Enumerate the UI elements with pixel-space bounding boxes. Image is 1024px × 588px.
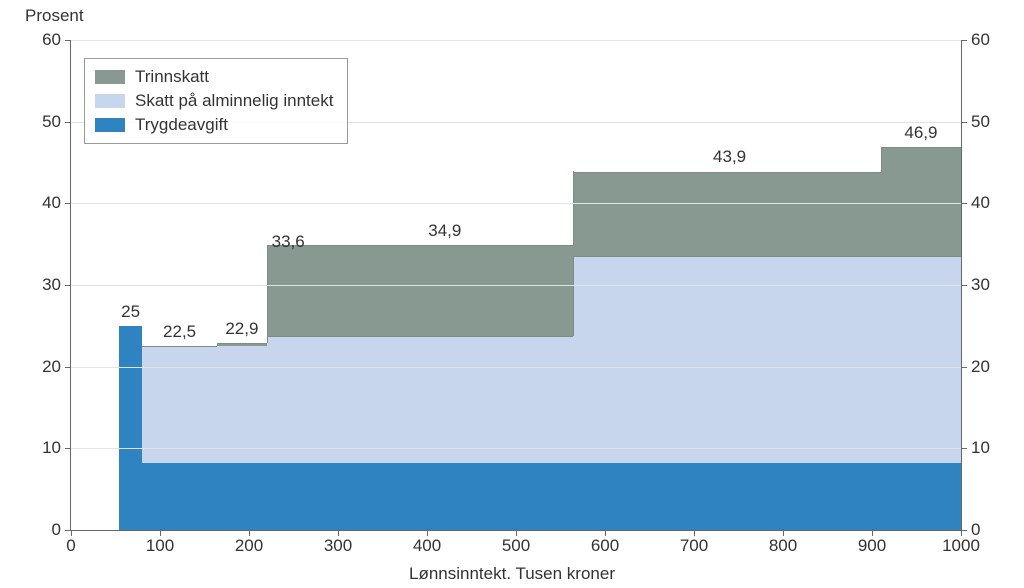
y-tick-label: 60 xyxy=(42,30,71,50)
x-tick-label: 200 xyxy=(235,530,263,556)
x-tick-label: 900 xyxy=(858,530,886,556)
x-tick-label: 800 xyxy=(769,530,797,556)
legend-swatch xyxy=(95,94,125,108)
value-label: 22,5 xyxy=(163,322,196,346)
legend-label: Trinnskatt xyxy=(135,65,209,89)
y-axis-title: Prosent xyxy=(25,6,84,26)
value-label: 46,9 xyxy=(904,123,937,147)
value-label: 34,9 xyxy=(428,221,461,245)
x-tick-label: 1000 xyxy=(942,530,980,556)
y-tick-label: 40 xyxy=(961,193,990,213)
legend-item-trygdeavgift: Trygdeavgift xyxy=(95,113,333,137)
y-tick-label: 10 xyxy=(961,438,990,458)
legend-label: Skatt på alminnelig inntekt xyxy=(135,89,333,113)
x-tick-label: 100 xyxy=(146,530,174,556)
y-tick-label: 50 xyxy=(42,112,71,132)
x-tick-label: 0 xyxy=(66,530,75,556)
y-tick-label: 30 xyxy=(961,275,990,295)
x-tick-label: 700 xyxy=(680,530,708,556)
y-tick-label: 60 xyxy=(961,30,990,50)
y-tick-label: 20 xyxy=(961,357,990,377)
y-tick-label: 30 xyxy=(42,275,71,295)
x-tick-label: 300 xyxy=(324,530,352,556)
x-tick-label: 500 xyxy=(502,530,530,556)
legend-item-trinnskatt: Trinnskatt xyxy=(95,65,333,89)
legend-swatch xyxy=(95,70,125,84)
y-tick-label: 40 xyxy=(42,193,71,213)
x-tick-label: 600 xyxy=(591,530,619,556)
y-tick-label: 50 xyxy=(961,112,990,132)
x-tick-label: 400 xyxy=(413,530,441,556)
y-tick-label: 10 xyxy=(42,438,71,458)
value-label: 22,9 xyxy=(225,319,258,343)
value-label: 33,6 xyxy=(272,232,305,256)
legend: Trinnskatt Skatt på alminnelig inntekt T… xyxy=(84,58,348,144)
tax-step-chart: Prosent Lønnsinntekt. Tusen kroner 00101… xyxy=(0,0,1024,588)
y-tick-label: 20 xyxy=(42,357,71,377)
legend-item-alminnelig: Skatt på alminnelig inntekt xyxy=(95,89,333,113)
value-label: 43,9 xyxy=(713,147,746,171)
legend-swatch xyxy=(95,118,125,132)
x-axis-title: Lønnsinntekt. Tusen kroner xyxy=(0,564,1024,584)
legend-label: Trygdeavgift xyxy=(135,113,228,137)
value-label: 25 xyxy=(121,302,140,326)
